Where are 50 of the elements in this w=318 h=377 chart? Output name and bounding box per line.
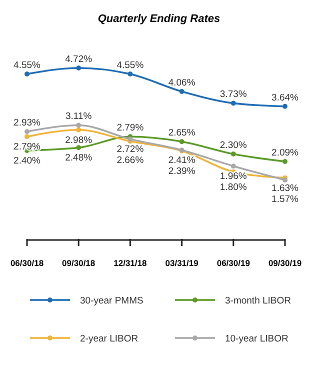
point (230, 164, 236, 169)
point (24, 134, 30, 140)
legend-label: 10-year LIBOR (225, 334, 288, 344)
point (24, 129, 30, 134)
legend-label: 30-year PMMS (80, 296, 144, 306)
point (76, 66, 82, 70)
data-label: 2.48% (65, 152, 93, 164)
point (282, 178, 288, 182)
data-label: 4.72% (65, 54, 93, 65)
data-label: 4.55% (116, 60, 144, 72)
point (76, 145, 82, 150)
data-label: 2.09% (272, 148, 300, 159)
data-label: 1.80% (220, 182, 248, 194)
data-label: 2.93% (14, 118, 42, 129)
point (282, 104, 288, 109)
point (76, 122, 82, 128)
point (230, 100, 236, 106)
point (179, 88, 184, 94)
data-label: 3.73% (220, 89, 248, 100)
legend-label: 2-year LIBOR (80, 334, 138, 344)
x-tick-label: 09/30/18 (62, 258, 96, 268)
data-label: 4.06% (168, 77, 196, 88)
data-label: 2.79% (116, 122, 144, 134)
data-label: 1.96% (220, 171, 248, 182)
data-label: 2.39% (168, 166, 196, 178)
point (282, 159, 288, 164)
x-tick-label: 03/31/19 (165, 258, 199, 268)
data-label: 1.57% (272, 194, 300, 205)
point (76, 127, 82, 132)
x-tick-label: 09/30/19 (268, 258, 302, 268)
data-label: 2.40% (14, 155, 42, 166)
x-tick-label: 12/31/18 (114, 258, 148, 268)
data-label: 3.64% (272, 92, 300, 104)
data-label: 4.55% (14, 60, 42, 72)
point (230, 152, 236, 157)
point (24, 72, 30, 77)
x-tick-label: 06/30/19 (216, 258, 250, 268)
data-label: 3.11% (65, 111, 92, 122)
point (128, 72, 133, 77)
data-label: 2.30% (220, 140, 248, 152)
point (179, 139, 184, 144)
legend-label: 3-month LIBOR (225, 296, 292, 306)
chart-title: Quarterly Ending Rates (98, 13, 220, 25)
data-label: 2.98% (65, 134, 93, 146)
data-label: 2.66% (116, 155, 144, 166)
x-tick-label: 06/30/18 (10, 258, 44, 268)
data-label: 2.41% (168, 155, 196, 166)
data-label: 2.72% (116, 144, 144, 156)
data-label: 1.63% (272, 182, 300, 194)
data-label: 2.65% (168, 128, 196, 139)
